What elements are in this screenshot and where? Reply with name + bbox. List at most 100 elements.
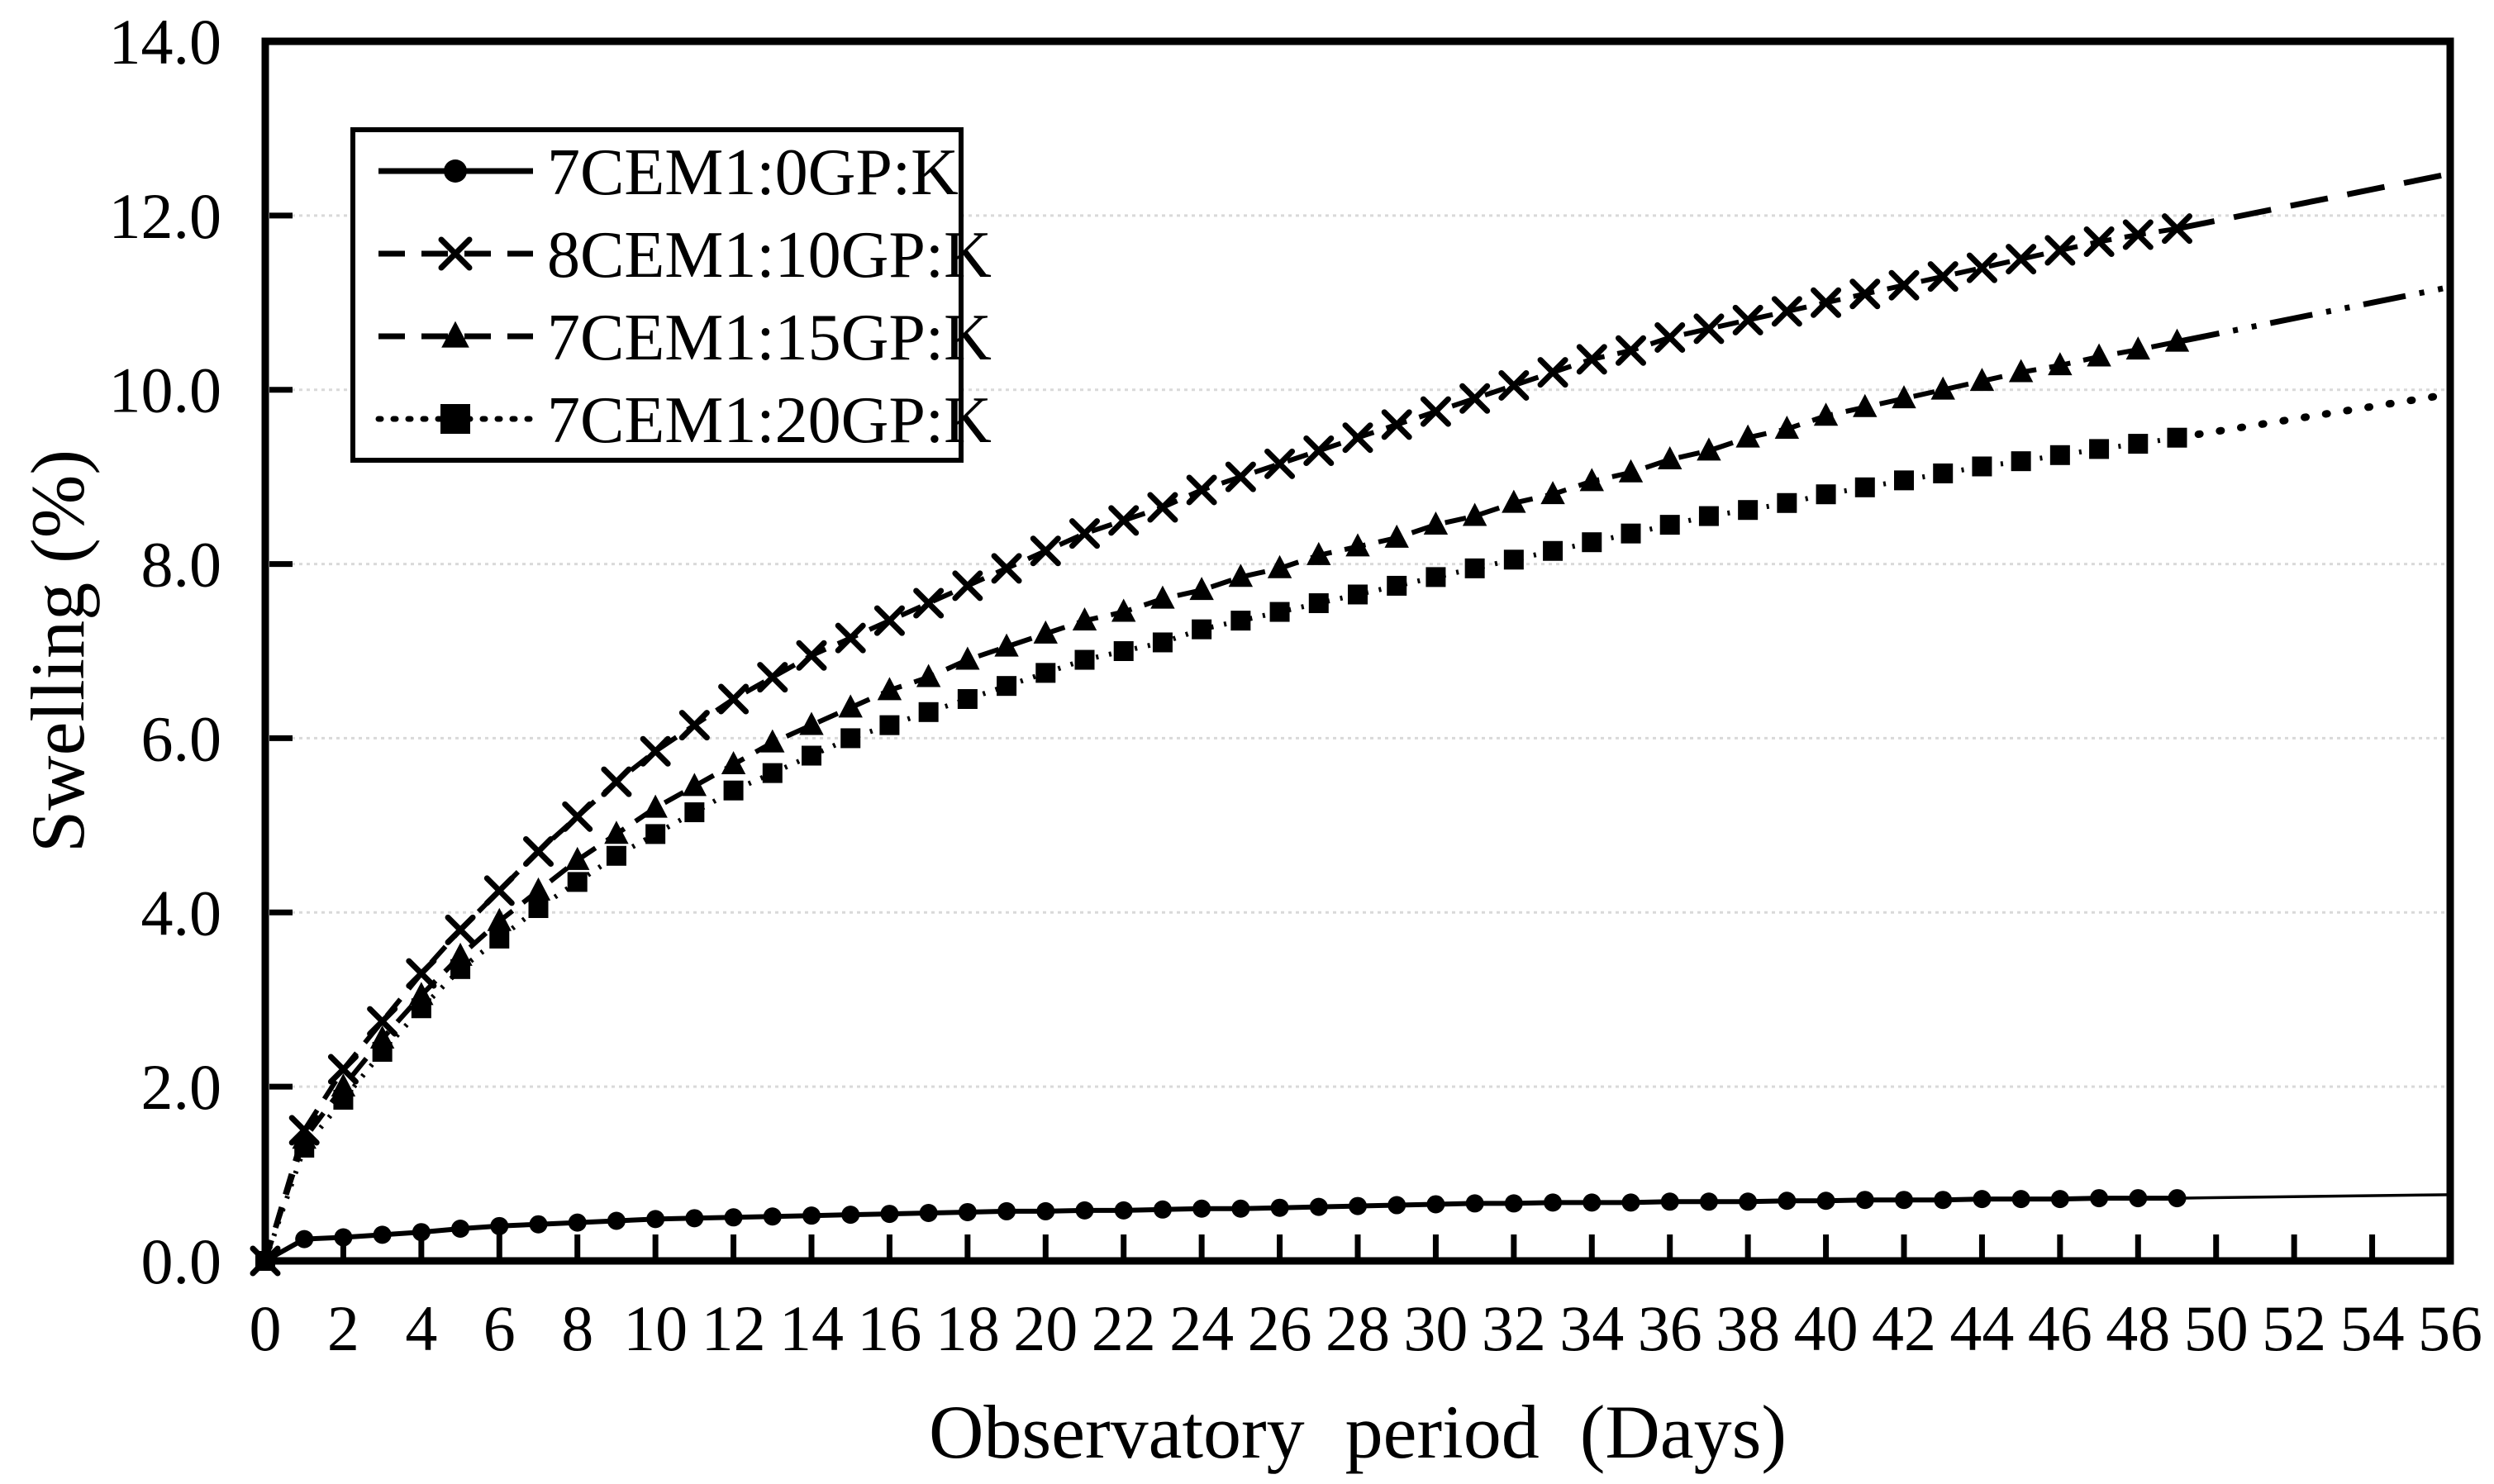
x-tick-label: 24 [1169, 1292, 1234, 1364]
series-extension-8CEM1:10GP:K [2176, 170, 2451, 232]
marker-filled-square [1348, 584, 1368, 605]
marker-filled-circle [1426, 1195, 1445, 1214]
marker-filled-circle [1934, 1191, 1953, 1210]
marker-filled-triangle [1228, 564, 1254, 587]
marker-filled-square [762, 763, 783, 783]
marker-x-cross [1186, 474, 1217, 506]
legend-label: 7CEM1:0GP:K [547, 136, 959, 209]
marker-filled-triangle [1462, 502, 1487, 526]
marker-filled-circle [373, 1225, 392, 1244]
marker-x-cross [1811, 287, 1842, 318]
marker-filled-circle [841, 1206, 860, 1225]
marker-filled-square [411, 998, 431, 1019]
marker-filled-circle [1036, 1201, 1055, 1220]
marker-filled-circle [1349, 1196, 1367, 1215]
marker-filled-square [1816, 484, 1836, 505]
marker-filled-square [450, 958, 471, 979]
marker-x-cross [483, 875, 515, 906]
marker-filled-circle [1192, 1199, 1211, 1218]
marker-filled-circle [1504, 1194, 1523, 1213]
y-tick-label: 2.0 [141, 1051, 222, 1123]
series-extension-7CEM1:20GP:K [2173, 390, 2454, 442]
marker-filled-triangle [1774, 416, 1800, 440]
marker-x-cross [1732, 304, 1763, 335]
y-tick-label: 0.0 [141, 1225, 222, 1297]
marker-filled-square [684, 802, 705, 823]
marker-filled-square [1698, 506, 1719, 526]
x-tick-label: 46 [2028, 1292, 2092, 1364]
marker-filled-square [1503, 549, 1524, 570]
series-line-7CEM1:0GP:K [264, 1196, 2177, 1263]
marker-x-cross [1966, 252, 1997, 283]
marker-x-cross [1616, 335, 1646, 366]
marker-filled-triangle [1697, 437, 1721, 461]
marker-x-cross [327, 1054, 359, 1085]
marker-x-cross [1459, 383, 1491, 414]
marker-x-cross [1030, 535, 1061, 567]
marker-x-cross [2083, 226, 2115, 257]
marker-filled-triangle [877, 677, 902, 701]
legend-marker-filled-circle [444, 159, 467, 183]
x-tick-label: 20 [1013, 1292, 1078, 1364]
x-tick-label: 6 [483, 1292, 516, 1364]
marker-filled-triangle [1267, 554, 1292, 578]
y-axis-title: Swelling (%) [16, 449, 100, 854]
marker-filled-square [1035, 663, 1056, 683]
marker-filled-triangle [721, 750, 746, 774]
marker-x-cross [367, 1006, 398, 1037]
marker-filled-circle [412, 1223, 431, 1242]
marker-filled-square [957, 688, 978, 709]
marker-x-cross [873, 605, 905, 636]
marker-x-cross [1771, 296, 1802, 327]
x-tick-label: 28 [1326, 1292, 1390, 1364]
marker-filled-circle [1699, 1192, 1718, 1211]
marker-filled-square [1387, 575, 1407, 596]
legend-marker-filled-triangle [441, 321, 469, 348]
marker-filled-circle [568, 1213, 587, 1232]
marker-x-cross [2006, 244, 2037, 275]
x-tick-label: 12 [702, 1292, 766, 1364]
marker-filled-square [2011, 451, 2031, 472]
marker-filled-triangle [955, 646, 980, 670]
marker-filled-square [997, 676, 1017, 697]
x-tick-label: 26 [1248, 1292, 1312, 1364]
x-tick-label: 34 [1559, 1292, 1624, 1364]
marker-x-cross [913, 587, 945, 619]
marker-filled-triangle [2087, 343, 2111, 367]
marker-x-cross [1342, 422, 1373, 454]
marker-filled-circle [1621, 1193, 1640, 1212]
x-tick-label: 10 [623, 1292, 688, 1364]
marker-x-cross [1147, 492, 1178, 523]
x-tick-label: 30 [1403, 1292, 1468, 1364]
marker-x-cross [1381, 409, 1412, 440]
marker-filled-triangle [565, 846, 590, 870]
marker-filled-circle [1973, 1190, 1992, 1209]
marker-filled-square [1582, 532, 1602, 553]
x-tick-label: 14 [779, 1292, 844, 1364]
marker-filled-square [489, 928, 510, 949]
marker-filled-square [1464, 558, 1485, 578]
marker-x-cross [1303, 435, 1335, 467]
marker-filled-triangle [994, 633, 1019, 657]
x-tick-label: 56 [2418, 1292, 2482, 1364]
marker-filled-triangle [1930, 376, 1955, 400]
marker-filled-triangle [1540, 481, 1565, 505]
marker-filled-circle [2090, 1189, 2109, 1208]
marker-x-cross [1498, 369, 1530, 401]
x-tick-label: 40 [1794, 1292, 1859, 1364]
marker-filled-square [1738, 500, 1759, 521]
marker-filled-triangle [1579, 468, 1604, 492]
marker-filled-square [1230, 611, 1251, 631]
marker-filled-triangle [1892, 385, 1916, 409]
marker-filled-triangle [1735, 424, 1760, 448]
x-tick-label: 38 [1716, 1292, 1780, 1364]
marker-filled-square [1854, 477, 1875, 497]
marker-filled-square [294, 1137, 315, 1158]
marker-filled-circle [1739, 1192, 1758, 1211]
marker-filled-circle [724, 1208, 743, 1227]
marker-filled-square [1152, 632, 1173, 653]
marker-filled-circle [1660, 1192, 1679, 1211]
marker-filled-triangle [760, 729, 785, 753]
marker-filled-triangle [1618, 459, 1644, 483]
marker-filled-square [1269, 602, 1290, 622]
